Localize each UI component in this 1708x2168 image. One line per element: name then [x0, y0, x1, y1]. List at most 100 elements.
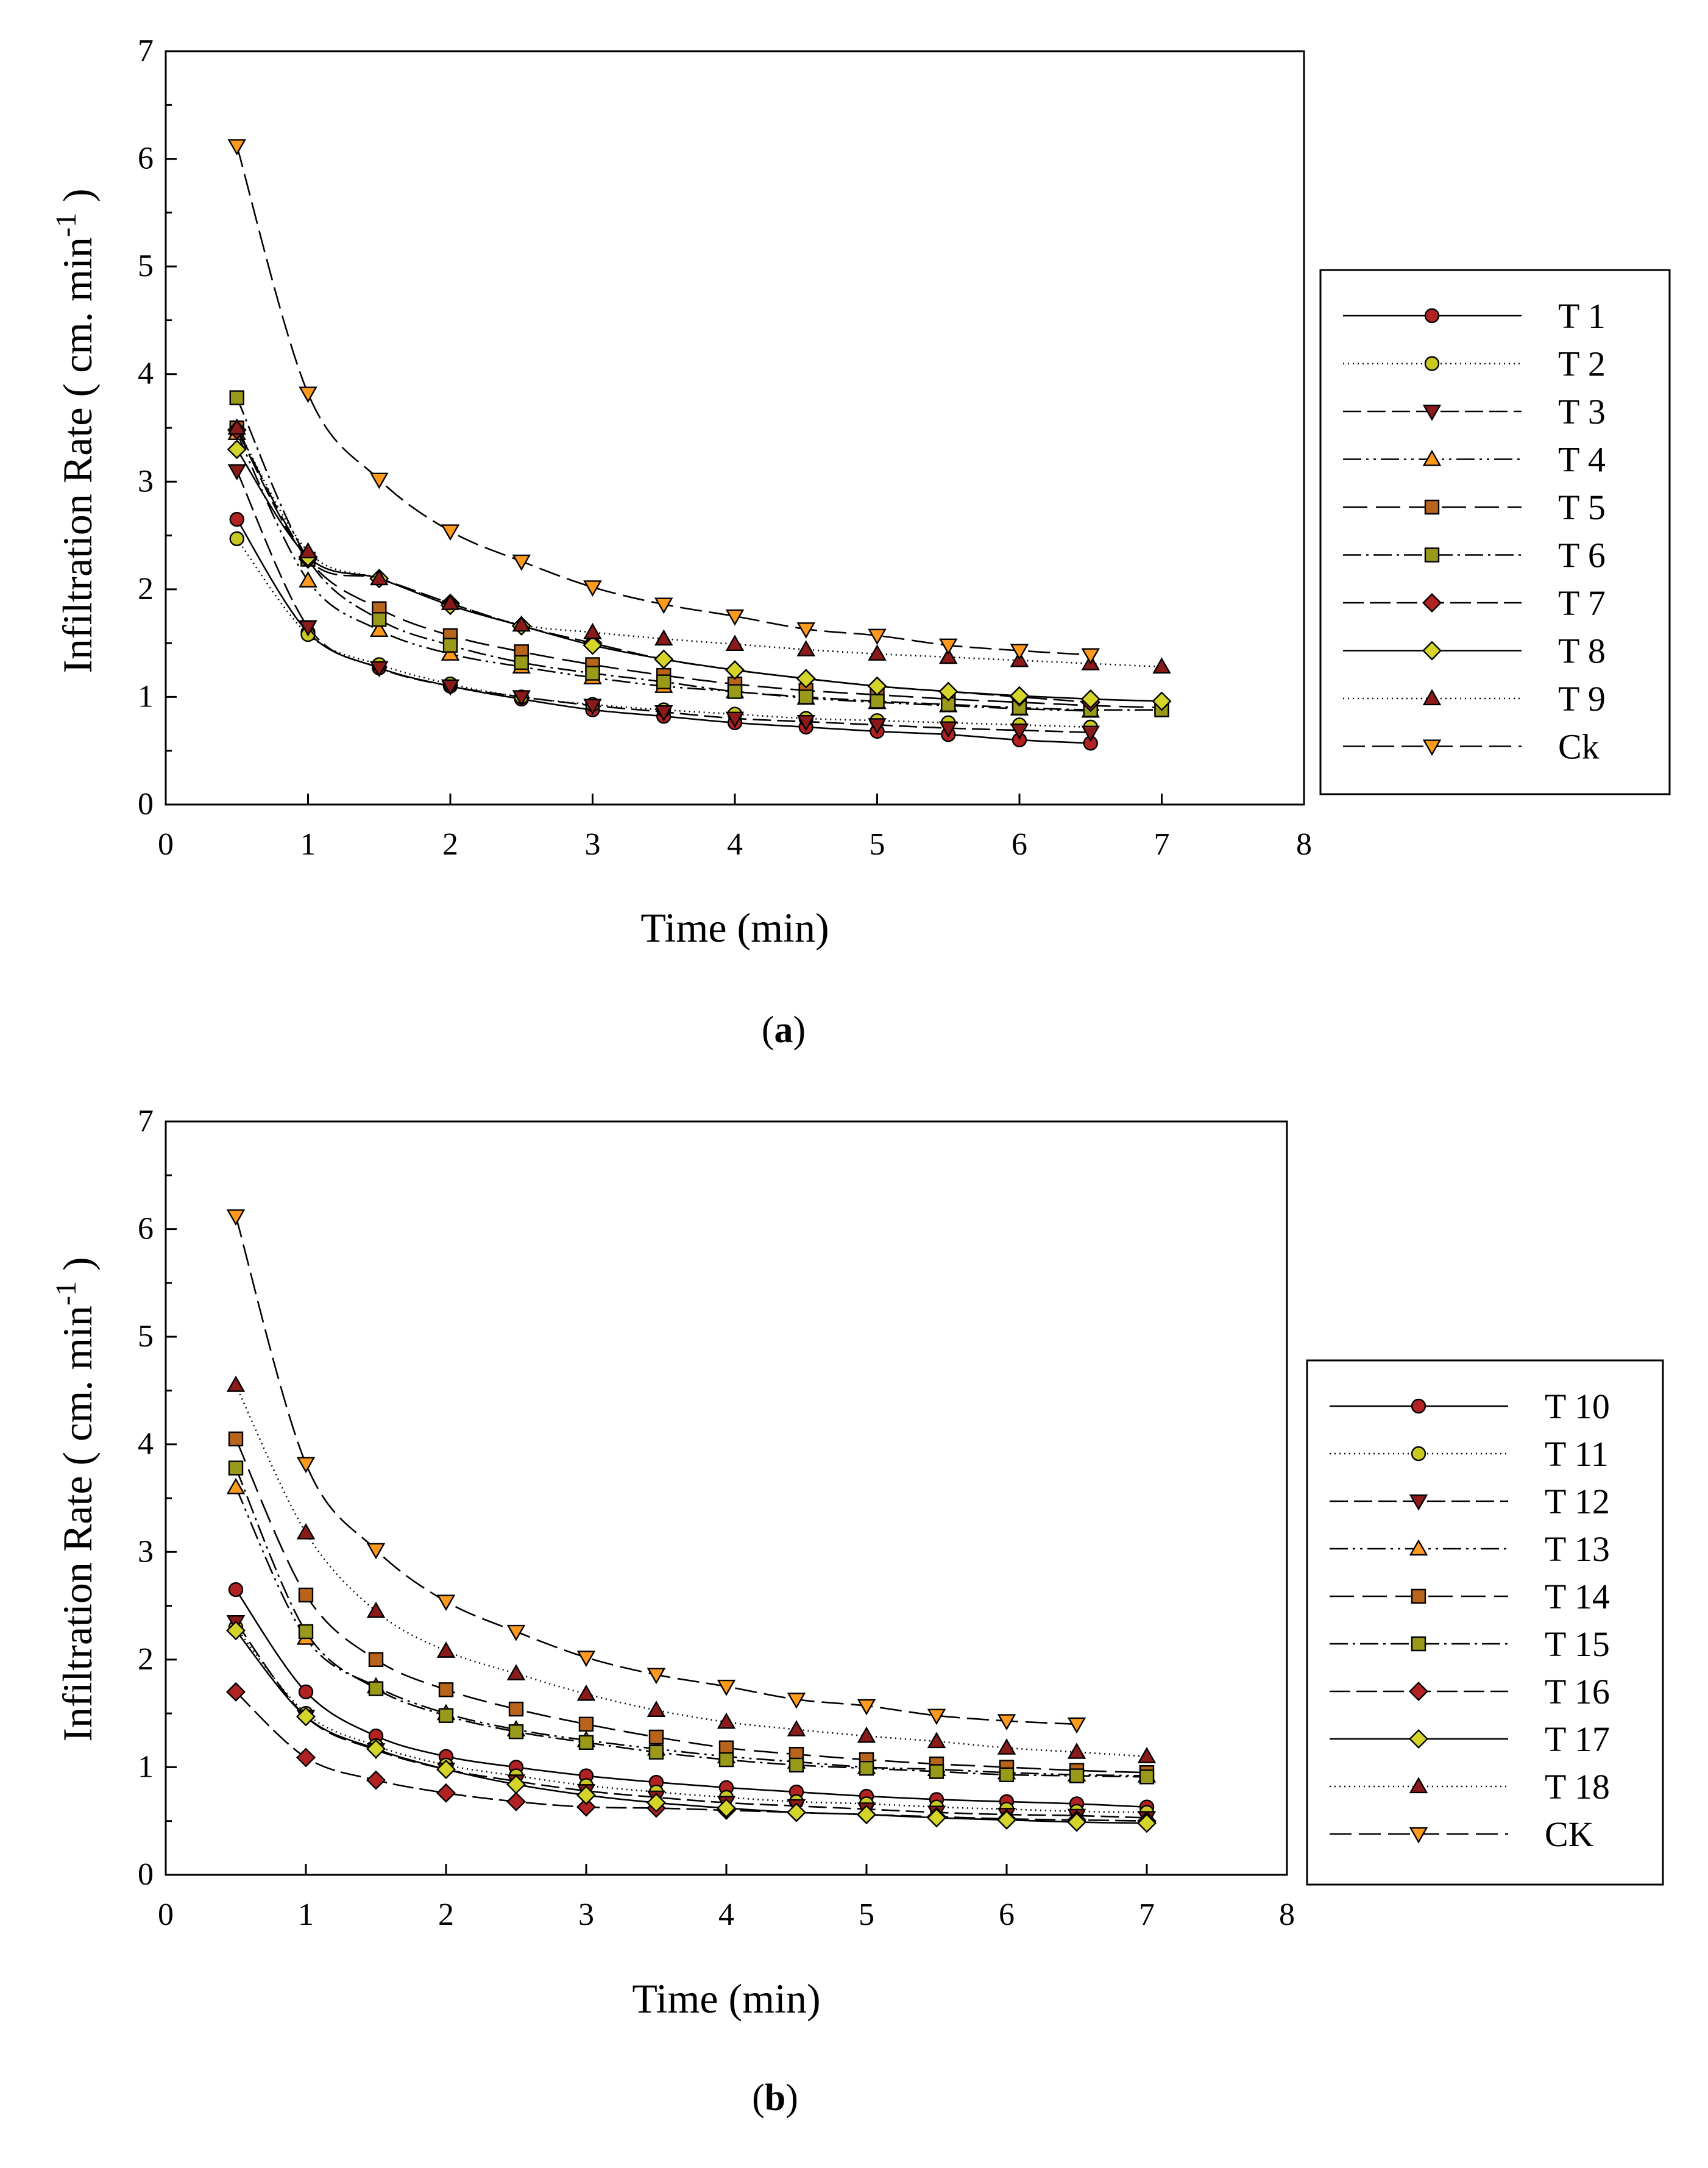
- data-point: [1080, 689, 1100, 709]
- y-tick-label: 0: [138, 787, 154, 822]
- legend-marker: [1422, 404, 1442, 421]
- legend-marker: [1411, 1446, 1426, 1462]
- series-t17: [226, 1621, 1157, 1833]
- y-tick-label: 3: [138, 464, 154, 499]
- panel-caption: (b): [752, 2077, 798, 2119]
- data-point: [226, 1621, 246, 1641]
- series-line: [236, 146, 1091, 656]
- data-point: [298, 1684, 314, 1700]
- y-axis-label: Infiltration Rate ( cm. min-1 ): [50, 188, 101, 673]
- y-tick-label: 1: [138, 1749, 154, 1784]
- data-point: [576, 1797, 596, 1817]
- data-point: [725, 711, 745, 728]
- data-point: [725, 609, 745, 626]
- chart-panel-a: 0 1 2 3 4 5 6 7 0 1 2 3 4 5 6 7 8 Time (min) Infiltration …: [50, 34, 1671, 1051]
- data-point: [927, 1808, 946, 1828]
- data-point: [788, 1757, 804, 1773]
- x-tick-label: 6: [999, 1897, 1015, 1932]
- data-point: [997, 1738, 1016, 1755]
- y-tick-label: 2: [138, 572, 154, 606]
- data-point: [997, 1714, 1016, 1731]
- y-tick-label: 5: [138, 1319, 154, 1354]
- data-point: [927, 1708, 946, 1726]
- data-point: [508, 1701, 524, 1717]
- legend-label: T 11: [1545, 1434, 1609, 1474]
- legend-item: T 7: [1343, 583, 1606, 623]
- data-point: [725, 634, 745, 652]
- data-point: [441, 594, 460, 610]
- legend-item: T 14: [1330, 1577, 1610, 1616]
- x-tick-label: 7: [1139, 1897, 1155, 1932]
- data-point: [647, 1701, 666, 1717]
- series-t3: [227, 464, 1100, 742]
- caption-letter: b: [765, 2077, 785, 2119]
- caption-close-paren: ): [785, 2077, 798, 2119]
- legend-item: T 11: [1330, 1434, 1609, 1474]
- caption-close-paren: ): [793, 1009, 806, 1051]
- y-tick-label: 3: [138, 1534, 154, 1569]
- legend-marker: [1411, 1588, 1426, 1604]
- data-point: [508, 1724, 524, 1740]
- data-point: [647, 1668, 666, 1685]
- data-point: [654, 705, 673, 722]
- data-point: [1152, 691, 1172, 711]
- data-point: [857, 1726, 876, 1743]
- data-point: [647, 1793, 666, 1813]
- legend-marker: [1411, 1636, 1426, 1652]
- series-ck: [226, 1209, 1086, 1734]
- data-point: [229, 390, 244, 405]
- data-point: [506, 1791, 526, 1811]
- x-tick-label: 1: [298, 1897, 314, 1932]
- legend-label: T 6: [1558, 536, 1606, 575]
- data-point: [796, 714, 816, 731]
- data-point: [717, 1679, 736, 1696]
- data-point: [583, 698, 602, 716]
- legend-label: T 15: [1545, 1624, 1610, 1664]
- legend-label: T 4: [1558, 440, 1606, 480]
- data-point: [1152, 657, 1171, 674]
- legend-label: T 7: [1558, 583, 1606, 623]
- data-point: [296, 1707, 316, 1727]
- legend-label: T 17: [1545, 1719, 1610, 1759]
- legend-marker: [1409, 1729, 1428, 1749]
- y-tick-label: 2: [138, 1642, 154, 1677]
- series-line: [235, 1385, 1147, 1758]
- data-point: [1081, 648, 1100, 665]
- series-line: [236, 471, 1091, 733]
- data-point: [583, 635, 603, 655]
- data-point: [859, 1760, 874, 1776]
- legend-marker: [1422, 593, 1442, 613]
- data-point: [999, 1767, 1015, 1782]
- legend-item: T 17: [1330, 1719, 1610, 1759]
- data-point: [369, 472, 389, 489]
- data-point: [796, 622, 816, 639]
- y-tick-label: 4: [138, 1427, 154, 1462]
- data-point: [436, 1594, 456, 1612]
- data-point: [718, 1752, 734, 1768]
- series-t14: [228, 1431, 1155, 1780]
- x-axis-label: Time (min): [640, 905, 829, 951]
- data-point: [725, 660, 745, 680]
- legend-label: T 8: [1558, 631, 1606, 671]
- series-ck: [227, 139, 1100, 665]
- data-point: [1067, 1717, 1086, 1734]
- x-tick-label: 6: [1012, 827, 1027, 862]
- data-point: [1139, 1769, 1155, 1785]
- y-axis-label-main: Infiltration Rate ( cm. min: [54, 237, 101, 674]
- legend-marker: [1422, 641, 1442, 661]
- data-point: [228, 1460, 244, 1476]
- data-point: [299, 542, 317, 559]
- data-point: [727, 684, 743, 699]
- data-point: [442, 638, 458, 653]
- y-tick-label: 5: [138, 249, 154, 283]
- series-t9: [227, 418, 1171, 674]
- data-point: [654, 629, 673, 646]
- series-t15: [228, 1460, 1155, 1785]
- data-point: [438, 1708, 454, 1723]
- data-point: [857, 1699, 876, 1716]
- data-point: [938, 638, 958, 655]
- data-point: [648, 1729, 664, 1745]
- x-tick-label: 0: [158, 1897, 174, 1932]
- legend: T 10 T 11 T 12 T 13 T 14 T 15 T 16 T 17 T 18 CK: [1306, 1359, 1664, 1886]
